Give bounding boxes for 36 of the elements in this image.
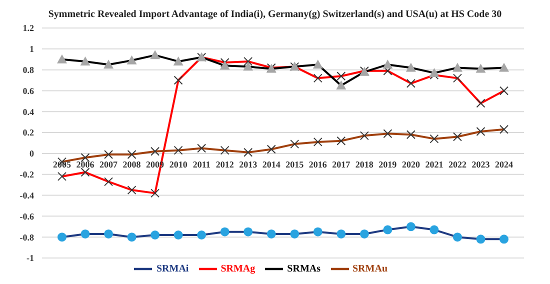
- y-tick-label: 0.8: [22, 65, 34, 76]
- x-tick-label: 2005: [53, 160, 72, 170]
- y-tick-label: -0.2: [20, 170, 34, 180]
- x-tick-label: 2007: [100, 160, 118, 170]
- legend-label: SRMAu: [352, 263, 388, 274]
- x-tick-label: 2015: [286, 160, 304, 170]
- y-tick-label: 0.6: [22, 86, 34, 96]
- legend-label: SRMAi: [156, 263, 189, 274]
- x-tick-label: 2024: [495, 160, 514, 170]
- x-tick-label: 2020: [402, 160, 420, 170]
- y-tick-label: -0.6: [20, 211, 34, 222]
- x-tick-label: 2017: [332, 160, 351, 170]
- y-tick-label: 0: [30, 148, 34, 159]
- x-tick-label: 2012: [216, 160, 234, 170]
- y-tick-label: 1.2: [22, 23, 34, 34]
- x-tick-label: 2019: [378, 160, 398, 170]
- x-tick-label: 2014: [262, 160, 281, 170]
- x-tick-label: 2022: [448, 160, 467, 170]
- chart-title: Symmetric Revealed Import Advantage of India(i), Germany(g) Switzerland(s) and USA(u) at HS Code 30: [47, 8, 503, 22]
- x-tick-label: 2006: [76, 160, 95, 170]
- x-tick-label: 2021: [425, 160, 444, 170]
- y-tick-label: 0.2: [22, 128, 34, 138]
- x-tick-label: 2008: [122, 160, 142, 170]
- y-tick-label: 0.4: [22, 106, 34, 117]
- x-tick-label: 2016: [308, 160, 328, 170]
- y-tick-label: -0.4: [20, 190, 34, 200]
- y-tick-label: 1: [30, 44, 34, 54]
- legend-label: SRMAg: [220, 263, 256, 274]
- y-tick-label: -1: [26, 253, 34, 264]
- x-tick-label: 2010: [169, 160, 188, 170]
- legend-label: SRMAs: [287, 263, 320, 274]
- x-tick-label: 2013: [239, 160, 258, 170]
- x-tick-label: 2018: [355, 160, 374, 170]
- y-tick-label: -0.8: [20, 232, 34, 242]
- x-tick-label: 2023: [472, 160, 490, 170]
- x-tick-label: 2011: [192, 160, 211, 170]
